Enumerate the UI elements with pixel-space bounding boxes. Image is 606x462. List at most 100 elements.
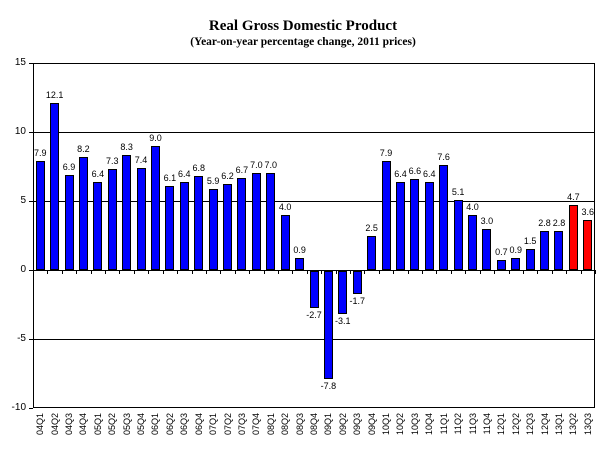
bar-value-label-11Q3: 4.0 — [466, 201, 479, 212]
bar-value-label-11Q1: 7.6 — [437, 152, 450, 163]
bar-value-label-08Q1: 7.0 — [264, 160, 278, 171]
x-axis-label-08Q4: 08Q4 — [309, 413, 319, 436]
x-axis-label-08Q2: 08Q2 — [280, 413, 291, 436]
category-tick-mark — [566, 270, 568, 274]
bar-08Q4 — [309, 271, 319, 309]
bar-value-label-12Q3: 1.5 — [523, 236, 537, 247]
chart-title: Real Gross Domestic Product — [208, 18, 398, 34]
bar-08Q1 — [266, 173, 276, 270]
bar-value-label-09Q2: -3.1 — [335, 315, 351, 326]
bar-value-label-13Q3: 3.6 — [581, 207, 595, 218]
bar-12Q3 — [525, 249, 535, 270]
x-axis-label-12Q3: 12Q3 — [525, 413, 536, 436]
bar-08Q3 — [295, 257, 305, 270]
category-tick-mark — [133, 270, 135, 274]
bar-13Q2 — [568, 205, 578, 270]
bar-value-label-04Q1: 7.9 — [33, 147, 47, 158]
x-axis-label-10Q3: 10Q3 — [409, 413, 420, 436]
x-axis-label-05Q3: 05Q3 — [121, 413, 132, 436]
x-axis-label-05Q1: 05Q1 — [92, 413, 103, 436]
x-axis-label-04Q2: 04Q2 — [49, 413, 60, 436]
x-axis-label-12Q1: 12Q1 — [496, 413, 507, 436]
category-tick-mark — [537, 270, 539, 274]
bar-value-label-05Q1: 6.4 — [91, 168, 105, 179]
category-tick-mark — [306, 270, 308, 274]
x-axis-label-10Q1: 10Q1 — [381, 413, 392, 436]
bar-value-label-08Q2: 4.0 — [278, 201, 292, 212]
bar-10Q3 — [410, 178, 420, 270]
x-axis-label-08Q1: 08Q1 — [265, 413, 276, 436]
x-axis-label-13Q2: 13Q2 — [568, 413, 579, 436]
bar-07Q2 — [223, 184, 233, 270]
bar-05Q3 — [122, 155, 132, 270]
bar-value-label-13Q1: 2.8 — [552, 218, 566, 229]
x-axis-label-06Q4: 06Q4 — [193, 413, 204, 436]
x-axis-label-09Q1: 09Q1 — [323, 413, 334, 436]
bar-value-label-05Q3: 8.3 — [120, 142, 133, 153]
x-axis-label-06Q3: 06Q3 — [179, 413, 190, 436]
bar-value-label-10Q2: 6.4 — [394, 168, 407, 179]
gridline — [33, 339, 595, 340]
bar-07Q1 — [208, 188, 218, 270]
category-tick-mark — [47, 270, 49, 274]
bar-05Q4 — [136, 167, 146, 270]
y-axis-label: 0 — [20, 264, 26, 275]
category-tick-mark — [407, 270, 409, 274]
bar-value-label-12Q1: 0.7 — [495, 247, 508, 258]
bar-value-label-04Q2: 12.1 — [45, 90, 64, 101]
x-axis-label-08Q3: 08Q3 — [294, 413, 305, 436]
x-axis-label-09Q2: 09Q2 — [337, 413, 348, 436]
bar-11Q2 — [453, 199, 463, 270]
x-axis-label-04Q3: 04Q3 — [64, 413, 75, 436]
category-tick-mark — [494, 270, 496, 274]
category-tick-mark — [177, 270, 179, 274]
x-axis-label-07Q2: 07Q2 — [222, 413, 233, 436]
bar-12Q4 — [540, 231, 550, 270]
x-axis-label-13Q3: 13Q3 — [582, 413, 593, 436]
plot-area-border — [33, 63, 595, 408]
bar-value-label-09Q1: -7.8 — [320, 380, 337, 391]
x-axis-label-11Q1: 11Q1 — [438, 413, 449, 435]
bar-08Q2 — [280, 214, 290, 270]
bar-09Q2 — [338, 271, 348, 314]
bar-value-label-06Q2: 6.1 — [163, 172, 177, 183]
bar-11Q1 — [439, 165, 449, 270]
bar-value-label-10Q1: 7.9 — [379, 147, 393, 158]
category-tick-mark — [220, 270, 222, 274]
category-tick-mark — [450, 270, 452, 274]
x-axis-label-04Q1: 04Q1 — [35, 413, 46, 436]
x-axis-line — [33, 270, 595, 271]
category-tick-mark — [234, 270, 236, 274]
category-tick-mark — [292, 270, 294, 274]
bar-12Q1 — [496, 260, 506, 270]
x-axis-label-09Q3: 09Q3 — [352, 413, 363, 436]
category-tick-mark — [350, 270, 352, 274]
bar-05Q2 — [107, 169, 117, 270]
y-axis-label: -10 — [11, 402, 26, 413]
x-axis-label-06Q1: 06Q1 — [150, 413, 161, 436]
bar-value-label-13Q2: 4.7 — [567, 192, 580, 203]
bar-04Q4 — [78, 156, 88, 270]
bar-value-label-06Q1: 9.0 — [149, 132, 162, 143]
bar-06Q2 — [165, 185, 175, 270]
category-tick-mark — [436, 270, 438, 274]
bar-09Q3 — [352, 271, 362, 295]
category-tick-mark — [191, 270, 193, 274]
y-axis-label: 10 — [14, 126, 26, 137]
category-tick-mark — [249, 270, 251, 274]
bar-value-label-10Q4: 6.4 — [423, 168, 436, 179]
category-tick-mark — [148, 270, 150, 274]
bar-value-label-08Q3: 0.9 — [293, 244, 306, 255]
bar-05Q1 — [93, 181, 103, 270]
bar-value-label-10Q3: 6.6 — [408, 165, 422, 176]
category-tick-mark — [162, 270, 164, 274]
y-axis-tick-mark — [29, 270, 33, 271]
bar-value-label-12Q2: 0.9 — [509, 244, 522, 255]
category-tick-mark — [580, 270, 582, 274]
bar-value-label-07Q1: 5.9 — [206, 175, 220, 186]
category-tick-mark — [76, 270, 78, 274]
category-tick-mark — [422, 270, 424, 274]
x-axis-label-06Q2: 06Q2 — [164, 413, 175, 436]
category-tick-mark — [479, 270, 481, 274]
